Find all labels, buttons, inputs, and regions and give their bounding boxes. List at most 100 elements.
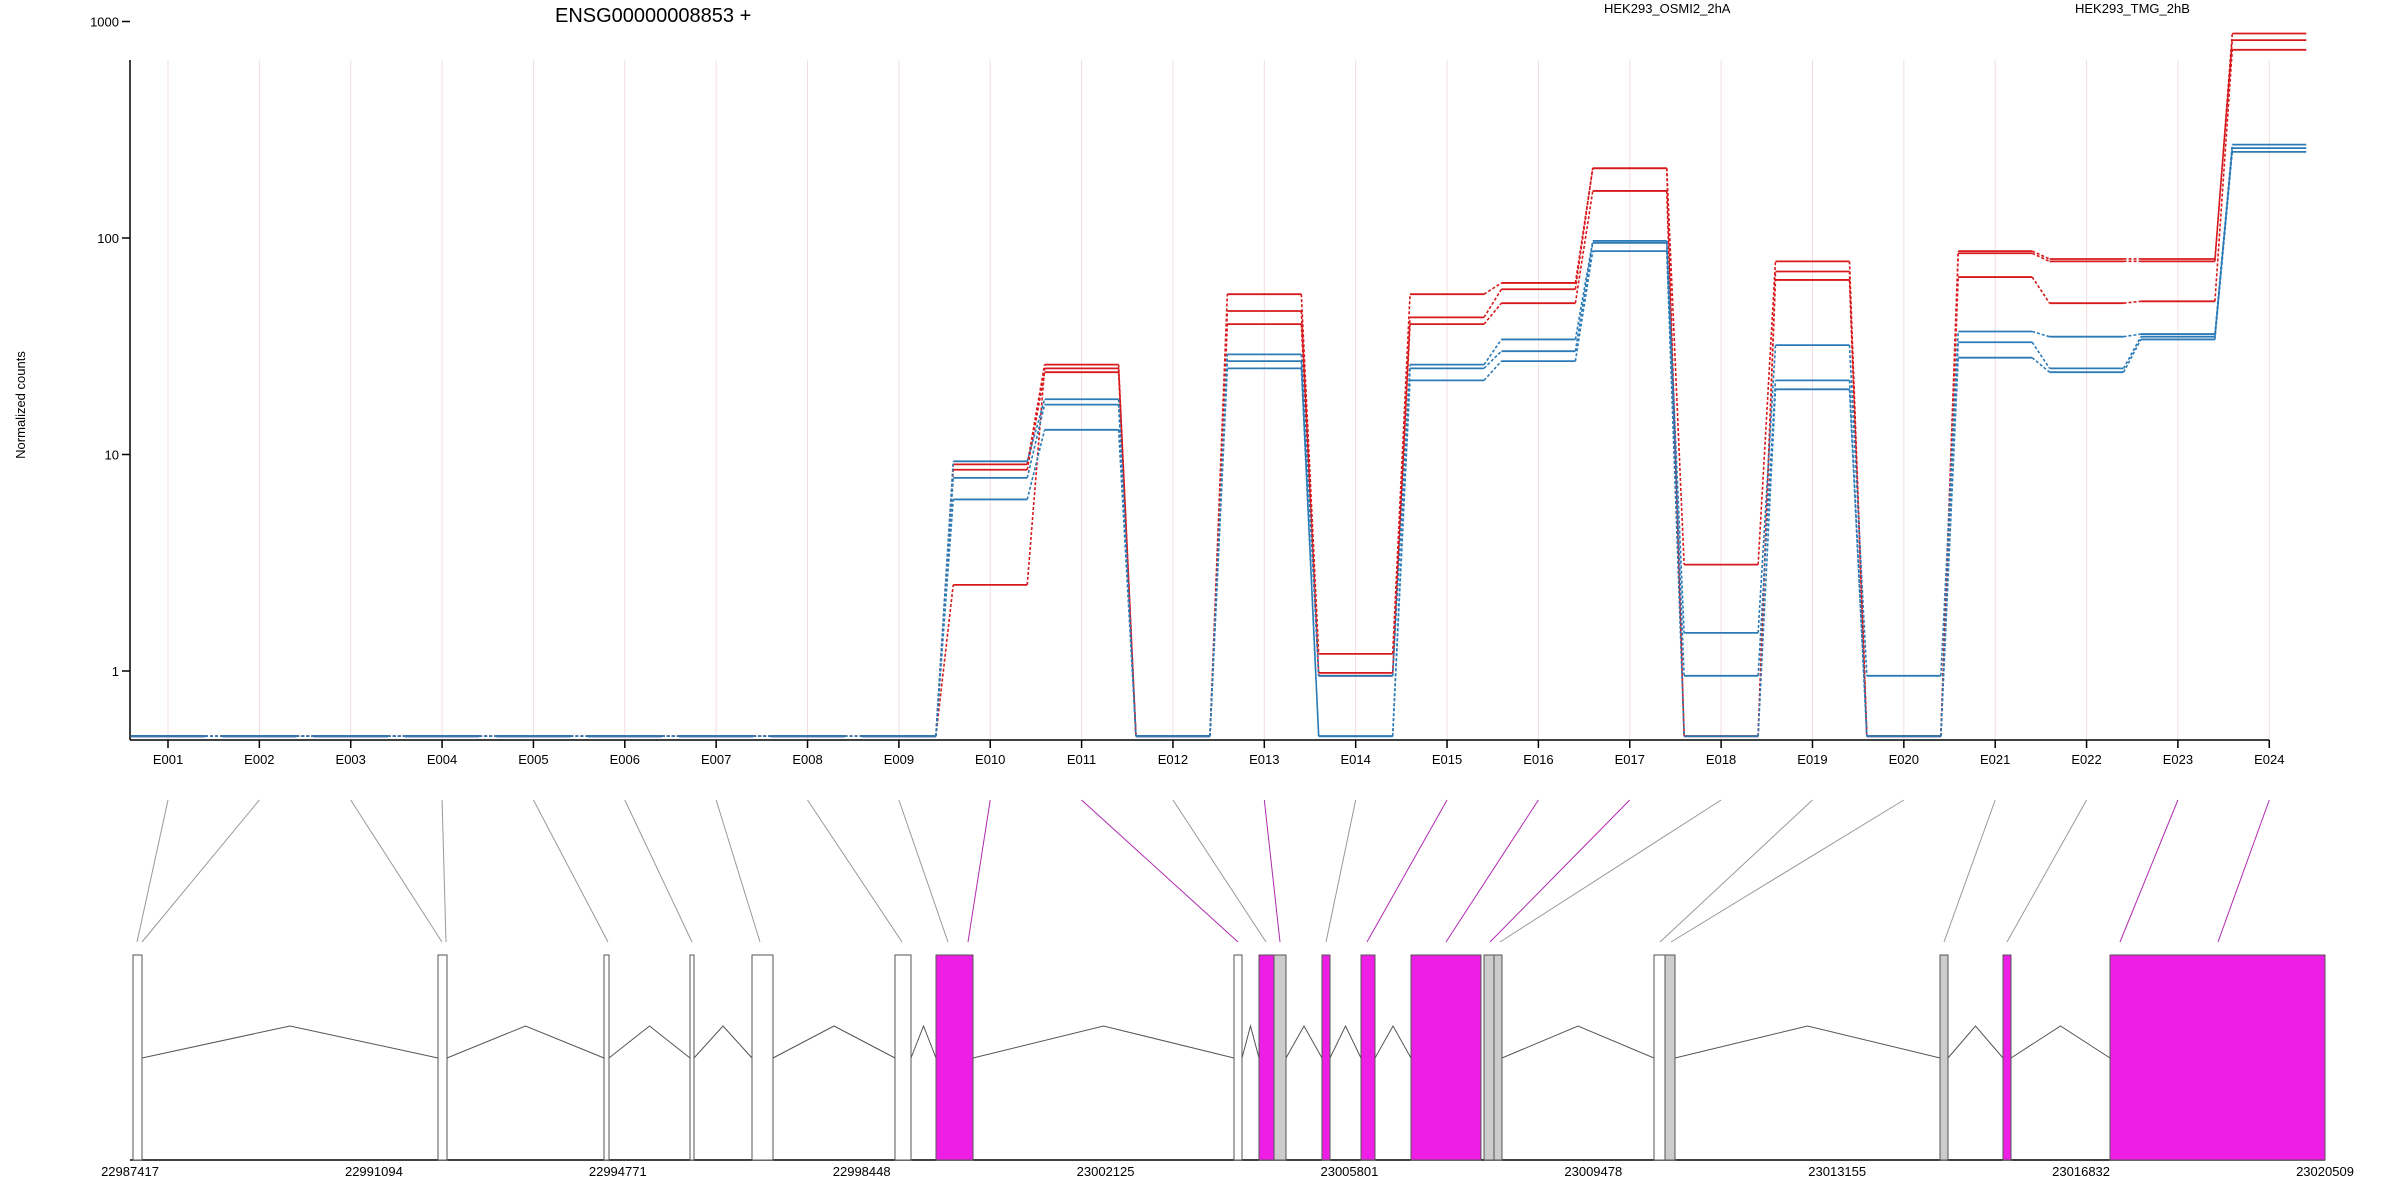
legend-label-osmi2: HEK293_OSMI2_2hA <box>1604 1 1731 16</box>
x-tick-label-e004: E004 <box>427 752 457 767</box>
gridlines <box>167 60 2270 740</box>
series-5-link-22 <box>2122 336 2142 369</box>
x-tick-label-e012: E012 <box>1158 752 1188 767</box>
series-6-link-22 <box>2122 339 2142 373</box>
series-5-link-19 <box>1848 380 1868 737</box>
x-tick-label-e005: E005 <box>518 752 548 767</box>
x-tick-label-e020: E020 <box>1889 752 1919 767</box>
series-1-link-13 <box>1300 294 1320 654</box>
connector-e001 <box>136 799 169 943</box>
intron-8 <box>1241 1024 1260 1059</box>
intron-10 <box>1285 1024 1323 1059</box>
series-1-link-15 <box>1483 282 1502 295</box>
connector-e017 <box>1489 799 1631 943</box>
genomic-tick-label-10: 23020509 <box>2296 1164 2354 1179</box>
series-6-link-20 <box>1940 357 1959 737</box>
series-3-link-15 <box>1483 302 1503 325</box>
series-4-link-16 <box>1574 240 1594 340</box>
y-tick-label-1: 1 <box>112 664 119 679</box>
series-4-link-21 <box>2031 330 2050 338</box>
series-4-link-13 <box>1300 354 1320 676</box>
series-6-link-18 <box>1757 389 1777 737</box>
series-3-link-20 <box>1940 277 1959 737</box>
x-tick-label-e021: E021 <box>1980 752 2010 767</box>
series-1-link-18 <box>1757 261 1777 565</box>
connector-e007 <box>715 799 761 943</box>
series-2-link-16 <box>1574 168 1594 290</box>
exon-box-17 <box>1664 954 1676 1161</box>
x-tick-label-e014: E014 <box>1340 752 1370 767</box>
exon-box-8 <box>1233 954 1243 1161</box>
exon-box-14 <box>1483 954 1495 1161</box>
intron-11 <box>1329 1024 1362 1059</box>
exon-box-12 <box>1360 954 1376 1161</box>
series-3-link-22 <box>2123 300 2142 304</box>
genomic-tick-label-2: 22991094 <box>345 1164 403 1179</box>
series-1-link-9 <box>935 584 955 737</box>
x-tick-label-e018: E018 <box>1706 752 1736 767</box>
series-2-hek293-osmi2-2ha <box>131 39 2307 738</box>
series-4-link-22 <box>2123 333 2142 338</box>
series-1-link-14 <box>1391 294 1411 654</box>
intron-15 <box>1501 1025 1655 1059</box>
y-tick-label-10: 10 <box>105 448 119 463</box>
genomic-tick-label-4: 22998448 <box>833 1164 891 1179</box>
series-5-link-17 <box>1665 242 1685 676</box>
series-6-link-14 <box>1391 380 1411 737</box>
intron-6 <box>910 1024 937 1059</box>
intron-1 <box>141 1025 439 1059</box>
series-3-link-10 <box>1026 372 1046 470</box>
exon-box-1 <box>132 954 143 1161</box>
connector-e016 <box>1445 799 1539 943</box>
series-4-link-15 <box>1483 338 1503 366</box>
series-2-link-23 <box>2214 40 2234 260</box>
series-1-link-10 <box>1026 368 1046 585</box>
x-tick-label-e016: E016 <box>1523 752 1553 767</box>
exon-box-13 <box>1410 954 1482 1161</box>
series-4-link-17 <box>1665 240 1685 633</box>
exon-connectors <box>136 799 2270 943</box>
x-tick-label-e006: E006 <box>610 752 640 767</box>
series-2-link-19 <box>1848 271 1868 737</box>
series-4-link-10 <box>1026 399 1046 462</box>
intron-19 <box>2010 1025 2111 1059</box>
series-1-link-23 <box>2214 33 2234 262</box>
intron-18 <box>1947 1025 2004 1059</box>
connector-e011 <box>1081 799 1239 943</box>
exon-box-16 <box>1653 954 1666 1161</box>
series-2-link-11 <box>1117 364 1137 737</box>
series-3-link-23 <box>2214 49 2234 302</box>
connector-e008 <box>807 799 903 943</box>
axes: 1 10 100 1000 E001 E002 E003 E004 E005 E006 E007 E0… <box>90 15 2284 768</box>
series-6-link-10 <box>1026 429 1046 500</box>
connector-e022 <box>2006 799 2087 943</box>
series-5-link-16 <box>1574 242 1594 352</box>
x-tick-label-e022: E022 <box>2071 752 2101 767</box>
intron-12 <box>1374 1024 1412 1059</box>
series-6-link-15 <box>1483 360 1502 381</box>
series-3-link-18 <box>1757 279 1777 737</box>
connector-e014 <box>1325 799 1357 943</box>
series-3-link-16 <box>1574 190 1594 304</box>
exon-box-3 <box>603 954 610 1161</box>
x-tick-label-e007: E007 <box>701 752 731 767</box>
genomic-tick-label-7: 23009478 <box>1564 1164 1622 1179</box>
exon-box-6 <box>894 954 912 1161</box>
series-5-link-9 <box>935 477 955 737</box>
series-5-hek293-tmg-2hb <box>131 147 2307 738</box>
connector-e006 <box>624 799 693 943</box>
exon-box-5 <box>751 954 774 1161</box>
series-6-link-11 <box>1117 429 1137 737</box>
exon-box-11 <box>1321 954 1331 1161</box>
series-6-link-17 <box>1665 251 1685 737</box>
series-4-link-18 <box>1757 345 1777 633</box>
connector-e003 <box>350 799 443 943</box>
x-tick-label-e017: E017 <box>1615 752 1645 767</box>
exon-box-18 <box>1939 954 1949 1161</box>
series-6-link-9 <box>935 499 955 737</box>
genomic-tick-label-1: 22987417 <box>101 1164 159 1179</box>
connector-e024 <box>2217 799 2270 943</box>
connector-e013 <box>1263 799 1281 943</box>
x-tick-label-e024: E024 <box>2254 752 2284 767</box>
connector-e019 <box>1659 799 1813 943</box>
